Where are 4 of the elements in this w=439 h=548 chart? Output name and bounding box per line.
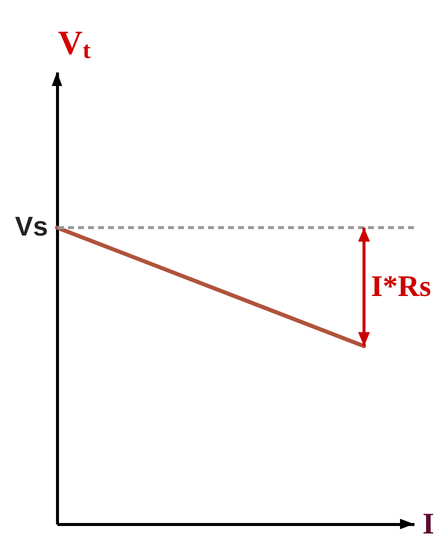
ref-line-label: Vs [14, 212, 48, 242]
annotation: I*Rs [371, 270, 432, 303]
x-axis-title: I [422, 508, 434, 540]
y-axis-title: V$_{t}$ [58, 24, 91, 66]
